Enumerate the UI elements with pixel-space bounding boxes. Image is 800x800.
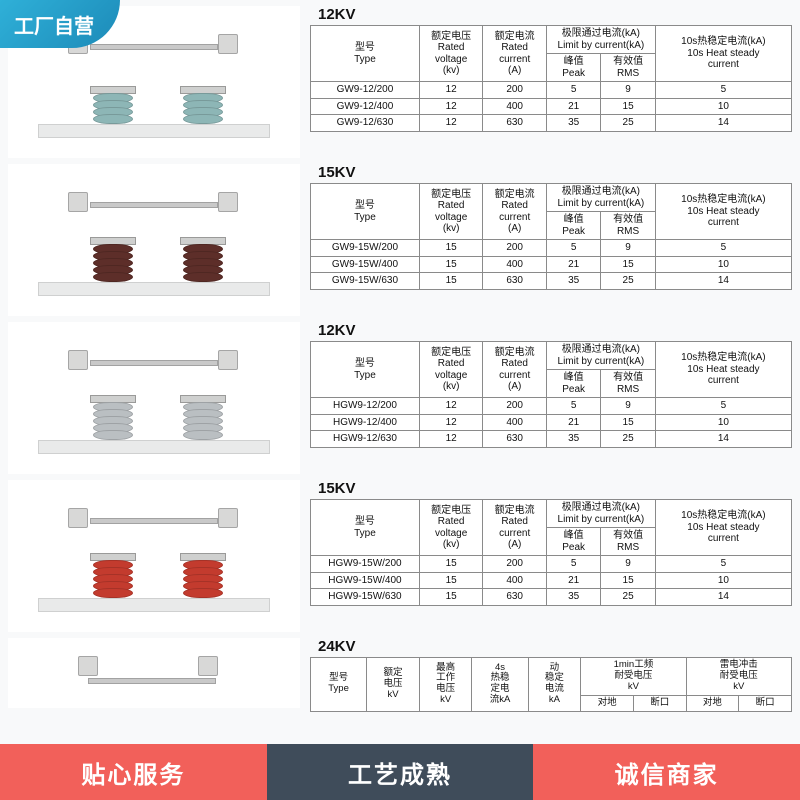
- section-0: 12KV 型号Type额定电压Ratedvoltage(kv)额定电流Ratedc…: [8, 6, 792, 158]
- spec-table: 型号Type额定电压Ratedvoltage(kv)额定电流Ratedcurre…: [310, 183, 792, 290]
- table-row: GW9-12/63012630352514: [311, 115, 792, 132]
- table-row: GW9-15W/40015400211510: [311, 256, 792, 273]
- table-row: HGW9-12/20012200595: [311, 398, 792, 415]
- product-photo: [8, 322, 300, 474]
- section-2: 12KV 型号Type额定电压Ratedvoltage(kv)额定电流Ratedc…: [8, 322, 792, 474]
- section-title: 15KV: [318, 164, 792, 181]
- table-row: HGW9-12/40012400211510: [311, 414, 792, 431]
- section-1: 15KV 型号Type额定电压Ratedvoltage(kv)额定电流Ratedc…: [8, 164, 792, 316]
- table-row: HGW9-12/63012630352514: [311, 431, 792, 448]
- footer-seg-1: 贴心服务: [0, 744, 267, 800]
- table-row: GW9-15W/63015630352514: [311, 273, 792, 290]
- footer: 贴心服务 工艺成熟 诚信商家: [0, 744, 800, 800]
- table-row: GW9-12/40012400211510: [311, 98, 792, 115]
- footer-seg-2: 工艺成熟: [267, 744, 534, 800]
- product-photo-24kv: [8, 638, 300, 708]
- table-row: HGW9-15W/40015400211510: [311, 572, 792, 589]
- table-row: HGW9-15W/20015200595: [311, 556, 792, 573]
- product-photo: [8, 480, 300, 632]
- table-row: GW9-12/20012200595: [311, 82, 792, 99]
- section-title: 12KV: [318, 6, 792, 23]
- footer-seg-3: 诚信商家: [533, 744, 800, 800]
- section-title: 24KV: [318, 638, 792, 655]
- table-row: HGW9-15W/63015630352514: [311, 589, 792, 606]
- section-title: 15KV: [318, 480, 792, 497]
- spec-table: 型号Type额定电压Ratedvoltage(kv)额定电流Ratedcurre…: [310, 25, 792, 132]
- spec-table-24kv: 型号Type 额定电压kV 最高工作电压kV 4s热稳定电流kA 动稳定电流kA…: [310, 657, 792, 712]
- section-24kv: 24KV 型号Type 额定电压kV 最高工作电压kV 4s热稳定电流kA 动稳…: [8, 638, 792, 712]
- catalog-content: 12KV 型号Type额定电压Ratedvoltage(kv)额定电流Ratedc…: [0, 0, 800, 780]
- table-row: GW9-15W/20015200595: [311, 240, 792, 257]
- spec-table: 型号Type额定电压Ratedvoltage(kv)额定电流Ratedcurre…: [310, 341, 792, 448]
- product-photo: [8, 164, 300, 316]
- section-3: 15KV 型号Type额定电压Ratedvoltage(kv)额定电流Ratedc…: [8, 480, 792, 632]
- section-title: 12KV: [318, 322, 792, 339]
- spec-table: 型号Type额定电压Ratedvoltage(kv)额定电流Ratedcurre…: [310, 499, 792, 606]
